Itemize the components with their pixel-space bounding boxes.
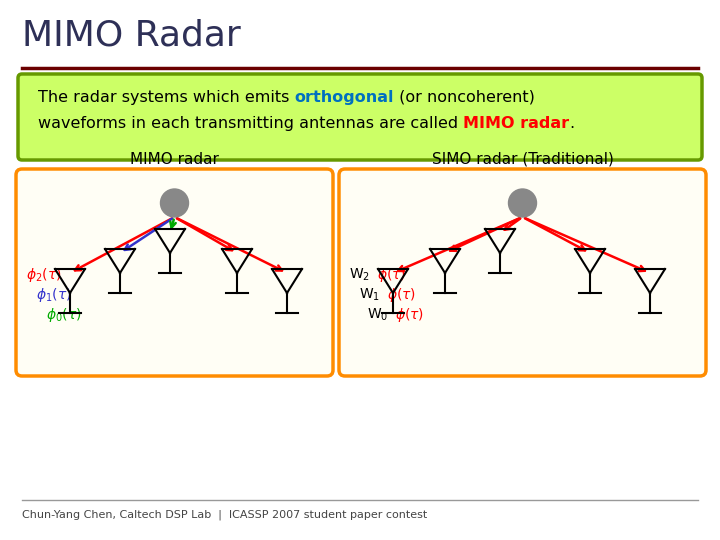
Text: $\phi(\tau)$: $\phi(\tau)$ [377,266,406,284]
Text: $\phi(\tau)$: $\phi(\tau)$ [387,286,416,304]
Text: MIMO radar: MIMO radar [463,116,570,131]
Text: orthogonal: orthogonal [294,90,394,105]
FancyBboxPatch shape [339,169,706,376]
Text: waveforms in each transmitting antennas are called: waveforms in each transmitting antennas … [38,116,463,131]
FancyBboxPatch shape [18,74,702,160]
Text: $\mathrm{W}_0$: $\mathrm{W}_0$ [367,307,388,323]
Text: $\mathrm{W}_2$: $\mathrm{W}_2$ [349,267,370,283]
Text: (or noncoherent): (or noncoherent) [394,90,535,105]
Text: Chun-Yang Chen, Caltech DSP Lab  |  ICASSP 2007 student paper contest: Chun-Yang Chen, Caltech DSP Lab | ICASSP… [22,510,427,521]
Text: MIMO radar: MIMO radar [130,152,219,167]
Text: $\mathrm{W}_1$: $\mathrm{W}_1$ [359,287,380,303]
Text: MIMO Radar: MIMO Radar [22,18,240,52]
Text: $\phi_1(\tau)$: $\phi_1(\tau)$ [36,286,72,304]
Text: $\phi(\tau)$: $\phi(\tau)$ [395,306,424,324]
Text: .: . [570,116,575,131]
Text: The radar systems which emits: The radar systems which emits [38,90,294,105]
Text: $\phi_0(\tau)$: $\phi_0(\tau)$ [46,306,81,324]
FancyBboxPatch shape [16,169,333,376]
Text: $\phi_2(\tau)$: $\phi_2(\tau)$ [26,266,62,284]
Circle shape [161,189,189,217]
Circle shape [508,189,536,217]
Text: SIMO radar (Traditional): SIMO radar (Traditional) [431,152,613,167]
